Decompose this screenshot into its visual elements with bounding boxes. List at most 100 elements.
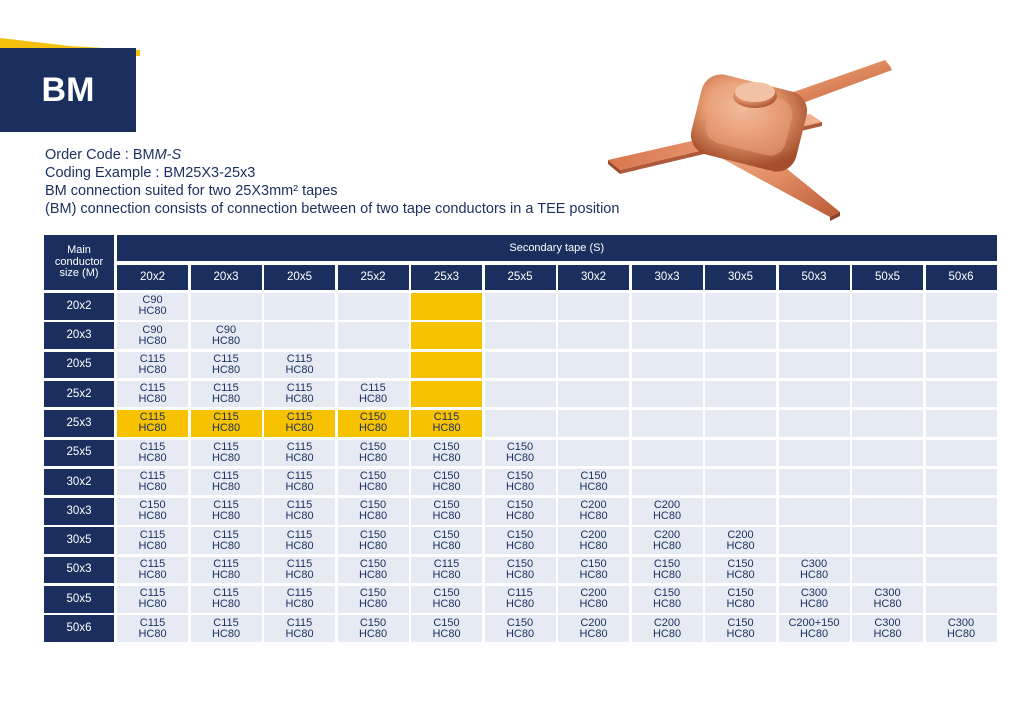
table-cell: C115 HC80 [264,556,335,584]
cell-connector-code: C90 [142,323,163,336]
cell-connector-code: C115 [213,587,239,600]
cell-hc-code: HC80 [138,393,167,406]
table-cell [411,351,482,379]
row-header-label: 20x5 [66,358,92,371]
cell-connector-code: C150 [653,587,681,600]
table-cell: C150 HC80 [337,439,409,466]
table-cell: C200 HC80 [631,615,703,642]
cell-connector-code: C90 [215,323,237,336]
row-header-label: 20x3 [66,329,92,342]
table-cell: C300 HC80 [778,556,850,584]
table-cell: C115 HC80 [264,498,335,525]
cell-hc-code: HC80 [873,627,902,640]
column-header-label: 25x5 [507,271,533,283]
column-header-25x5: 25x5 [484,265,556,290]
table-cell: C150 HC80 [411,468,482,496]
cell-connector-code: C115 [213,528,239,541]
cell-hc-code: HC80 [285,568,314,581]
table-cell: C150 HC80 [484,468,556,496]
table-cell [925,586,997,613]
cell-connector-code: C150 [139,499,166,512]
table-cell: C200 HC80 [558,615,629,642]
cell-hc-code: HC80 [211,481,241,494]
table-cell [778,498,850,525]
table-cell: C150 HC80 [705,556,776,584]
table-cell [778,527,850,554]
table-cell [852,322,923,349]
table-cell: C150 HC80 [117,498,188,525]
table-cell [558,351,629,379]
cell-connector-code: C150 [433,616,460,629]
column-header-30x2: 30x2 [558,265,629,290]
cell-hc-code: HC80 [799,598,829,611]
column-header-label: 25x2 [360,271,386,283]
cell-hc-code: HC80 [726,568,755,581]
cell-hc-code: HC80 [285,598,314,611]
cell-connector-code: C115 [139,616,166,629]
column-header-label: 20x2 [140,271,165,283]
cell-hc-code: HC80 [211,334,241,347]
table-cell [558,380,629,408]
table-cell [337,293,409,320]
cell-hc-code: HC80 [211,627,241,640]
product-image [608,60,892,221]
table-cell: C115 HC80 [190,586,262,613]
table-cell [852,556,923,584]
cell-connector-code: C300 [800,557,828,570]
cell-connector-code: C115 [507,587,533,600]
table-cell: C115 HC80 [190,468,262,496]
cell-connector-code: C115 [360,382,386,395]
table-cell [852,439,923,466]
column-header-label: 30x2 [581,271,606,283]
cell-connector-code: C200 [653,528,681,541]
table-cell [337,322,409,349]
column-header-25x2: 25x2 [337,265,409,290]
row-header-25x3: 25x3 [44,410,114,437]
table-cell [558,293,629,320]
cell-connector-code: C150 [433,470,460,483]
table-cell [484,293,556,320]
cell-hc-code: HC80 [285,539,314,552]
cell-connector-code: C115 [433,411,460,424]
cell-connector-code: C300 [947,616,975,629]
table-cell: C115 HC80 [264,410,335,437]
cell-hc-code: HC80 [505,510,535,523]
column-header-20x5: 20x5 [264,265,335,290]
table-cell: C115 HC80 [117,410,188,437]
table-cell: C150 HC80 [411,498,482,525]
table-cell: C150 HC80 [337,410,409,437]
table-cell [925,527,997,554]
cell-connector-code: C150 [506,499,534,512]
row-header-label: 25x2 [66,387,92,400]
table-cell [631,439,703,466]
cell-hc-code: HC80 [579,510,608,523]
table-cell [852,293,923,320]
table-cell: C115 HC80 [117,351,188,379]
table-cell: C115 HC80 [117,468,188,496]
cell-hc-code: HC80 [358,422,388,435]
cell-hc-code: HC80 [799,568,829,581]
cell-hc-code: HC80 [138,451,167,464]
table-cell: C115 HC80 [190,615,262,642]
table-cell: C115 HC80 [264,586,335,613]
table-cell [631,468,703,496]
table-cell [925,351,997,379]
cell-hc-code: HC80 [432,568,461,581]
row-header-label: 30x5 [66,534,92,547]
column-header-25x3: 25x3 [411,265,482,290]
cell-connector-code: C150 [359,557,387,570]
table-cell: C300 HC80 [852,586,923,613]
table-cell [778,468,850,496]
table-cell: C115 HC80 [190,351,262,379]
cell-hc-code: HC80 [285,510,314,523]
column-header-20x3: 20x3 [190,265,262,290]
table-cell [852,498,923,525]
table-cell: C200 HC80 [631,527,703,554]
row-header-20x5: 20x5 [44,351,114,379]
table-cell [852,351,923,379]
cell-connector-code: C150 [359,440,387,453]
cell-connector-code: C150 [433,499,460,512]
cell-connector-code: C150 [359,528,387,541]
cell-hc-code: HC80 [138,539,167,552]
table-cell [705,322,776,349]
